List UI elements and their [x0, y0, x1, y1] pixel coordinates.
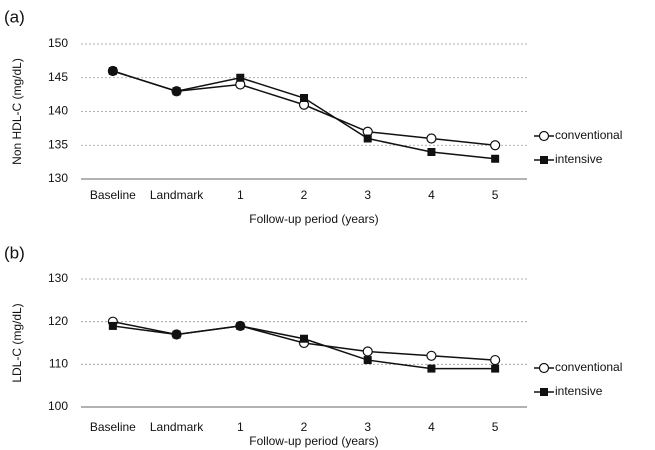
y-tick-label: 140 — [48, 104, 68, 118]
marker — [108, 67, 117, 75]
x-tick-label: 2 — [301, 420, 308, 434]
marker — [538, 362, 550, 374]
marker — [540, 156, 548, 164]
marker — [427, 364, 436, 373]
x-tick-label: 2 — [301, 188, 308, 202]
x-tick-label: 3 — [364, 420, 371, 434]
marker — [490, 140, 501, 151]
x-tick-label: Baseline — [90, 188, 136, 202]
x-tick-label: Baseline — [90, 420, 136, 434]
x-axis-label: Follow-up period (years) — [249, 434, 378, 448]
x-tick-label: 1 — [237, 420, 244, 434]
marker — [491, 154, 500, 163]
marker — [426, 133, 437, 144]
marker — [236, 321, 245, 330]
marker — [172, 330, 181, 339]
marker — [363, 356, 372, 365]
marker — [362, 346, 373, 357]
legend-label: intensive — [555, 384, 603, 398]
y-tick-label: 130 — [48, 271, 68, 285]
legend-label: conventional — [555, 128, 622, 142]
x-tick-label: Landmark — [150, 420, 204, 434]
x-axis-label: Follow-up period (years) — [249, 212, 378, 226]
panel-label: (b) — [4, 243, 25, 262]
panel-label: (a) — [4, 7, 25, 26]
x-tick-label: 5 — [492, 420, 499, 434]
y-tick-label: 135 — [48, 137, 68, 151]
x-tick-label: 4 — [428, 420, 435, 434]
y-tick-label: 110 — [49, 357, 68, 371]
y-tick-label: 130 — [48, 171, 68, 185]
x-tick-label: 5 — [492, 188, 499, 202]
y-axis-label: Non HDL-C (mg/dL) — [10, 58, 24, 165]
marker — [172, 87, 181, 96]
marker — [427, 148, 436, 156]
marker — [538, 130, 550, 142]
marker — [236, 73, 245, 82]
marker — [491, 364, 500, 373]
y-tick-label: 100 — [48, 399, 68, 413]
x-tick-label: Landmark — [150, 188, 204, 202]
y-tick-label: 120 — [48, 314, 68, 328]
legend-label: conventional — [555, 360, 622, 374]
y-tick-label: 145 — [48, 70, 68, 84]
marker — [540, 388, 548, 396]
marker — [300, 334, 308, 343]
marker — [363, 134, 372, 143]
x-tick-label: 1 — [237, 188, 244, 202]
marker — [108, 321, 117, 330]
x-tick-label: 3 — [364, 188, 371, 202]
marker — [300, 94, 308, 102]
y-axis-label: LDL-C (mg/dL) — [10, 303, 24, 382]
marker — [426, 350, 437, 361]
legend-label: intensive — [555, 152, 603, 166]
x-tick-label: 4 — [428, 188, 435, 202]
marker — [490, 354, 501, 366]
y-tick-label: 150 — [48, 36, 68, 50]
